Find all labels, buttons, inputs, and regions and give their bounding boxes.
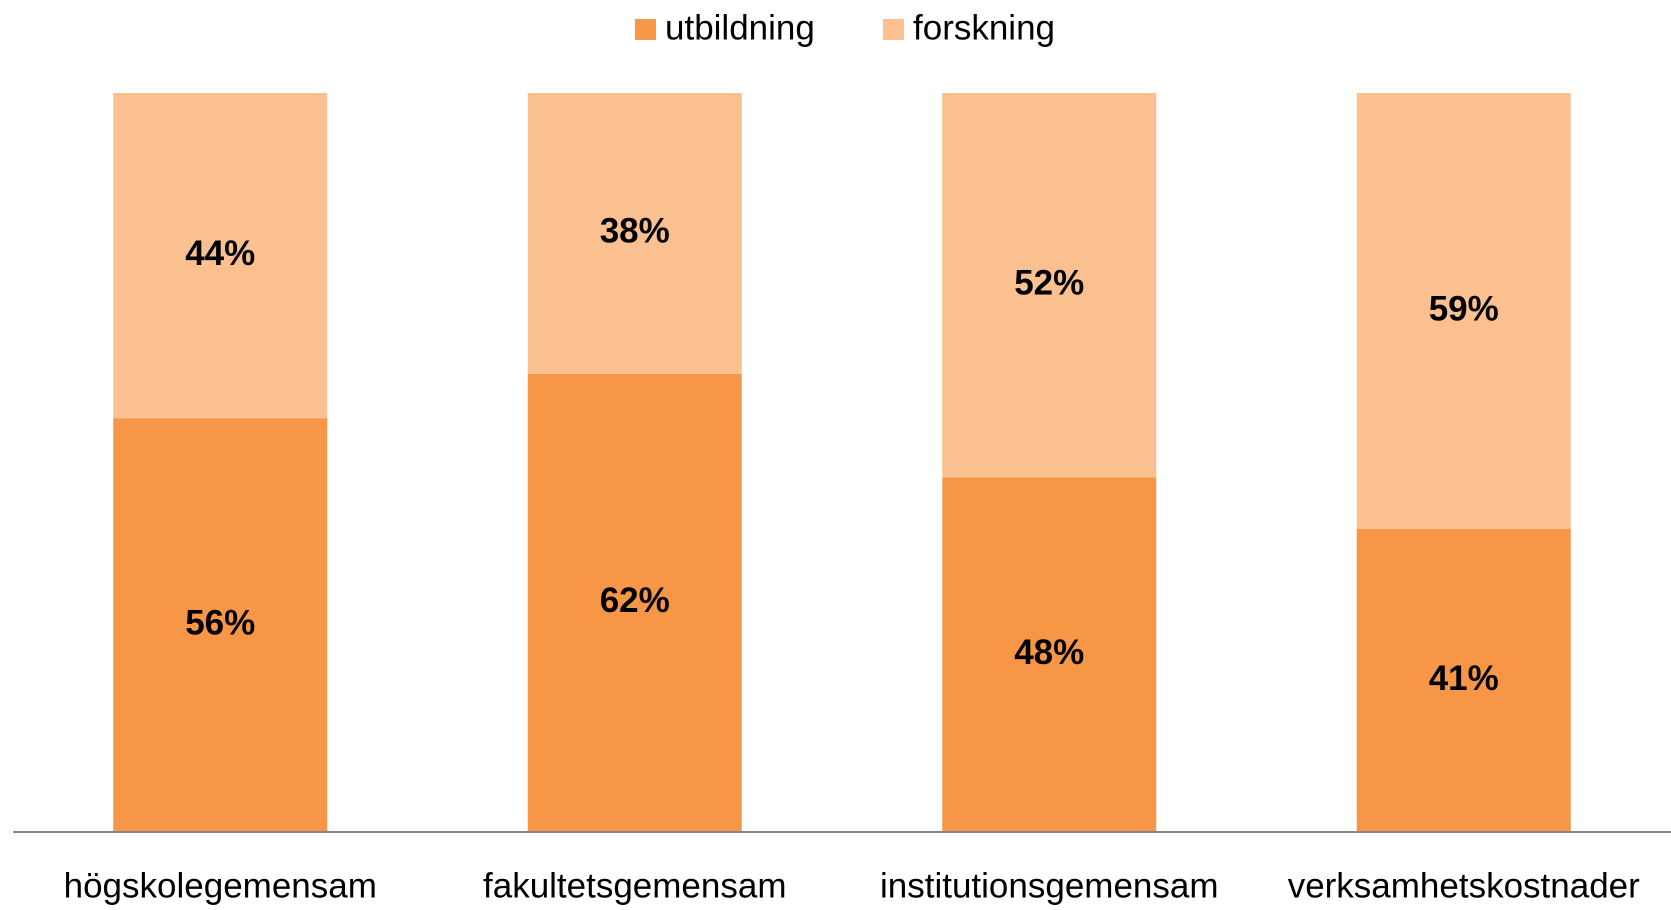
- data-label: 52%: [1014, 263, 1084, 302]
- data-label: 44%: [185, 234, 255, 273]
- data-label: 48%: [1014, 633, 1084, 672]
- bar-segment: [942, 477, 1157, 832]
- data-label: 56%: [185, 603, 255, 642]
- x-tick-label: verksamhetskostnader: [1288, 866, 1640, 905]
- legend-swatch: [883, 19, 904, 40]
- x-tick-label: institutionsgemensam: [880, 866, 1219, 905]
- data-label: 59%: [1429, 289, 1499, 328]
- data-label: 38%: [600, 212, 670, 251]
- bar-segment: [527, 93, 742, 374]
- bar-segment: [1356, 529, 1571, 832]
- bar-segment: [1356, 93, 1571, 530]
- bar-segment: [942, 93, 1157, 478]
- legend-swatch: [635, 19, 656, 40]
- legend-label: utbildning: [665, 8, 815, 47]
- bar-segment: [113, 93, 328, 419]
- x-tick-label: högskolegemensam: [64, 866, 377, 905]
- bar-segment: [527, 373, 742, 832]
- bar-segment: [113, 418, 328, 832]
- x-tick-label: fakultetsgemensam: [483, 866, 786, 905]
- data-label: 41%: [1429, 659, 1499, 698]
- legend-label: forskning: [913, 8, 1055, 47]
- data-label: 62%: [600, 581, 670, 620]
